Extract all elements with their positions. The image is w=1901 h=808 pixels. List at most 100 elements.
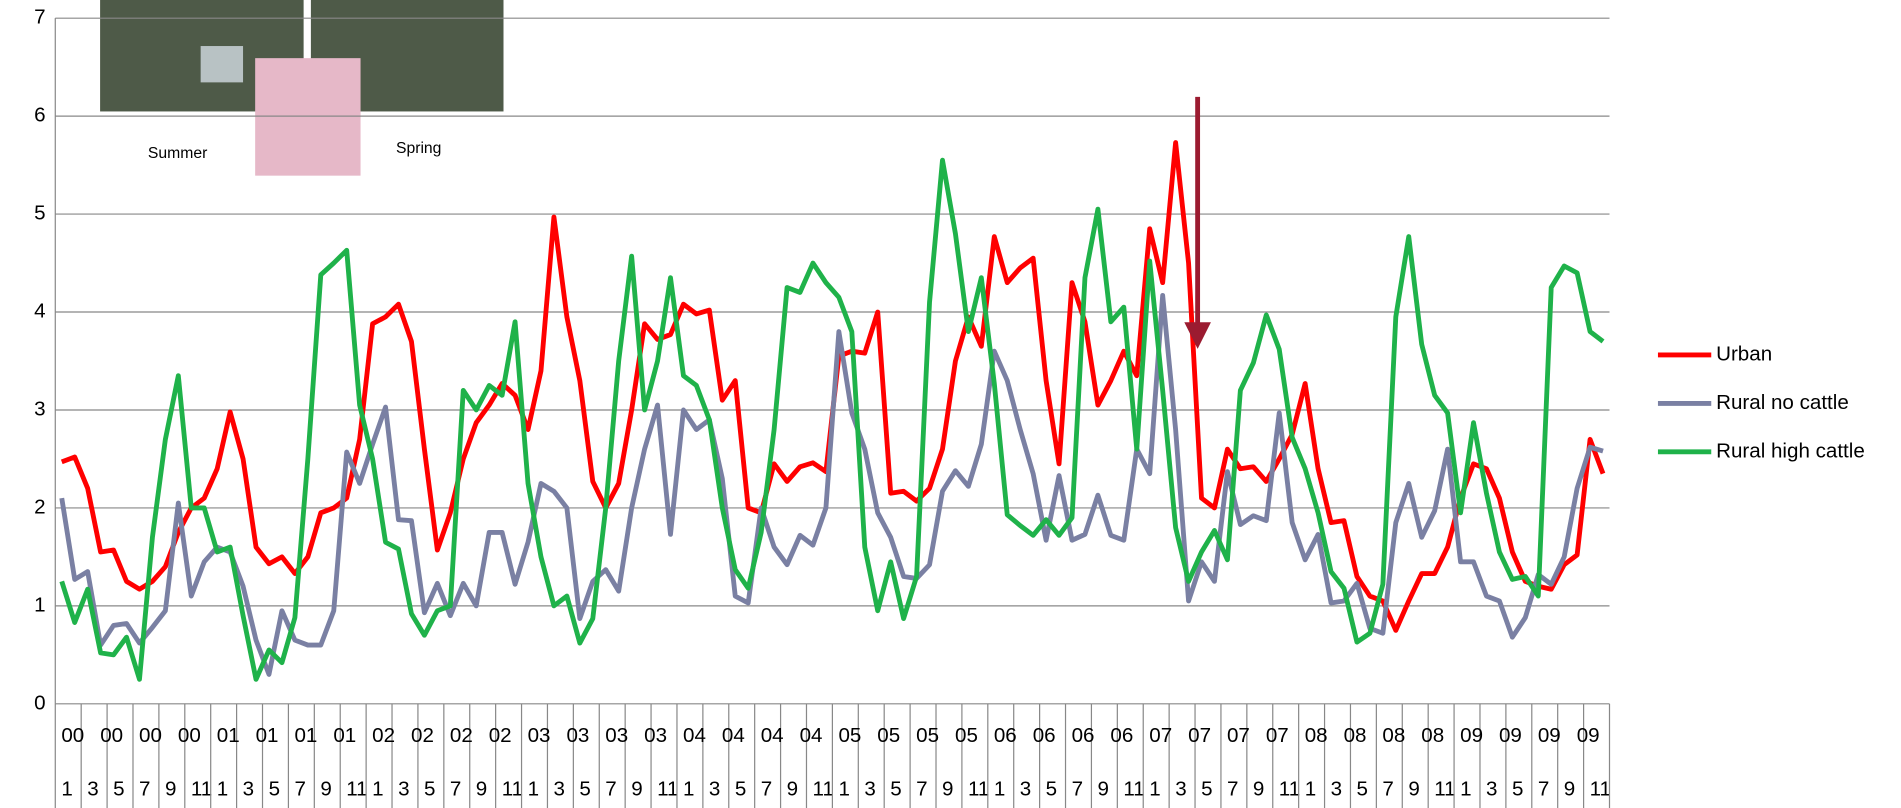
inset-images: Summer Spring [100,0,504,176]
x-tick-label-month: 9 [1408,777,1419,800]
x-tick-label-year: 09 [1460,724,1483,747]
x-tick-label-year: 09 [1499,724,1522,747]
x-tick-label-month: 7 [916,777,927,800]
x-tick-label-year: 04 [683,724,706,747]
x-tick-label-month: 1 [838,777,849,800]
x-tick-label-year: 09 [1577,724,1600,747]
x-tick-label-month: 9 [1097,777,1108,800]
x-tick-label-month: 5 [735,777,746,800]
x-tick-label-month: 11 [968,777,989,800]
x-tick-label-year: 06 [994,724,1017,747]
x-tick-label-year: 05 [838,724,861,747]
x-tick-label-year: 07 [1266,724,1289,747]
arrow-head [1184,322,1211,349]
legend-label: Rural high cattle [1716,439,1865,462]
x-tick-label-year: 08 [1344,724,1367,747]
image-gap [303,0,311,112]
x-tick-label-year: 01 [294,724,317,747]
x-tick-label-year: 06 [1033,724,1056,747]
x-tick-label-month: 11 [502,777,523,800]
x-tick-label-month: 7 [605,777,616,800]
x-tick-label-year: 03 [644,724,667,747]
x-tick-label-year: 05 [877,724,900,747]
x-tick-label-month: 3 [864,777,875,800]
x-tick-label-month: 9 [320,777,331,800]
x-tick-label-year: 06 [1110,724,1133,747]
x-tick-label-month: 1 [994,777,1005,800]
y-tick-label: 0 [34,691,45,714]
x-tick-label-month: 5 [1046,777,1057,800]
x-tick-label-month: 7 [1072,777,1083,800]
x-tick-label-month: 1 [683,777,694,800]
x-tick-label-year: 07 [1188,724,1211,747]
x-tick-label-year: 00 [139,724,162,747]
x-tick-label-year: 04 [761,724,784,747]
x-tick-label-month: 5 [1201,777,1212,800]
x-tick-label-month: 11 [346,777,367,800]
x-tick-label-month: 9 [787,777,798,800]
x-tick-label-month: 3 [398,777,409,800]
x-tick-label-month: 3 [243,777,254,800]
x-tick-label-month: 9 [1253,777,1264,800]
x-tick-label-year: 02 [489,724,512,747]
x-tick-label-month: 11 [1123,777,1144,800]
legend-label: Urban [1716,342,1772,365]
x-tick-label-year: 00 [61,724,84,747]
x-tick-label-month: 9 [942,777,953,800]
x-tick-label-month: 5 [269,777,280,800]
x-tick-label-month: 7 [139,777,150,800]
x-tick-label-month: 5 [113,777,124,800]
x-tick-label-month: 9 [476,777,487,800]
x-tick-label-year: 01 [256,724,279,747]
x-tick-label-month: 5 [1512,777,1523,800]
x-tick-label-year: 04 [722,724,745,747]
y-tick-label: 2 [34,495,45,518]
x-tick-label-month: 11 [813,777,834,800]
x-tick-label-year: 07 [1149,724,1172,747]
pink-map-image [255,58,361,176]
x-tick-label-year: 01 [333,724,356,747]
series-line [59,157,1605,682]
x-tick-label-month: 5 [424,777,435,800]
x-tick-label-month: 5 [1357,777,1368,800]
x-tick-label-year: 08 [1305,724,1328,747]
x-tick-label-year: 04 [800,724,823,747]
x-tick-label-month: 3 [554,777,565,800]
x-tick-label-year: 02 [411,724,434,747]
x-tick-label-month: 1 [528,777,539,800]
x-tick-label-month: 3 [87,777,98,800]
x-tick-label-month: 11 [191,777,212,800]
x-tick-label-month: 1 [1305,777,1316,800]
x-tick-label-month: 1 [61,777,72,800]
x-tick-label-month: 7 [1538,777,1549,800]
x-tick-label-month: 7 [450,777,461,800]
x-tick-label-month: 3 [1331,777,1342,800]
x-tick-label-month: 11 [657,777,678,800]
x-tick-label-year: 08 [1421,724,1444,747]
x-tick-label-year: 08 [1382,724,1405,747]
x-tick-label-month: 5 [890,777,901,800]
x-tick-label-month: 3 [1175,777,1186,800]
map-patch [200,46,244,83]
legend-label: Rural no cattle [1716,391,1849,414]
x-tick-label-year: 05 [916,724,939,747]
y-tick-label: 3 [34,397,45,420]
x-tick-label-month: 7 [294,777,305,800]
annotation: Spring [396,140,441,157]
x-tick-label-month: 3 [709,777,720,800]
x-tick-label-month: 1 [1460,777,1471,800]
x-tick-label-month: 11 [1590,777,1611,800]
y-tick-label: 4 [34,299,45,322]
annotation: Summer [148,145,207,162]
x-tick-label-year: 03 [605,724,628,747]
x-tick-label-month: 7 [1227,777,1238,800]
x-tick-label-year: 01 [217,724,240,747]
x-tick-label-year: 03 [528,724,551,747]
x-tick-label-month: 1 [217,777,228,800]
x-tick-label-month: 5 [579,777,590,800]
x-tick-label-month: 11 [1434,777,1455,800]
x-tick-label-year: 03 [566,724,589,747]
x-tick-label-year: 07 [1227,724,1250,747]
y-tick-label: 1 [34,593,45,616]
x-tick-label-month: 3 [1486,777,1497,800]
